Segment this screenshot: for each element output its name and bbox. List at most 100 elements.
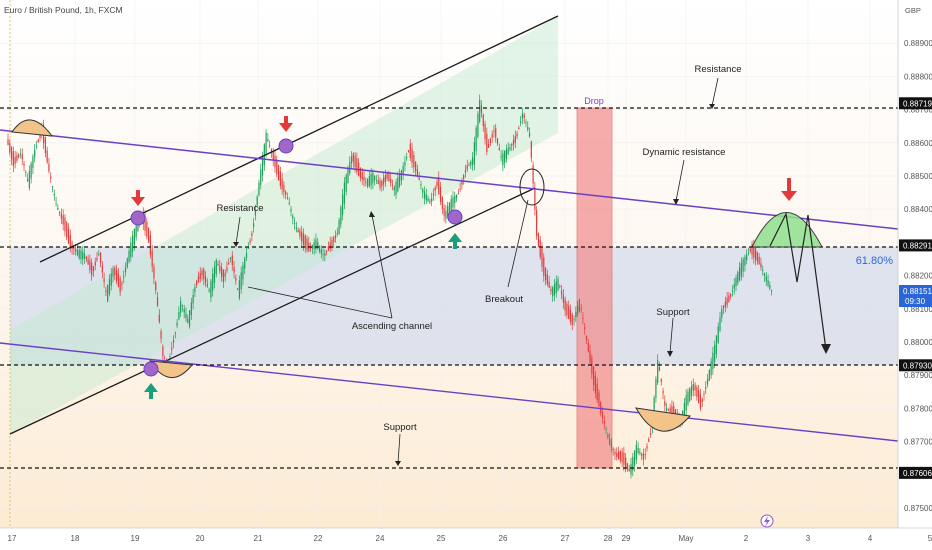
candle: [196, 279, 198, 288]
candle: [614, 448, 616, 461]
candle: [539, 235, 541, 260]
current-price-tag: [899, 285, 932, 307]
candle: [92, 265, 95, 277]
candle: [751, 240, 753, 260]
candle: [534, 181, 536, 216]
candle: [201, 267, 203, 281]
candle: [463, 173, 465, 185]
price-tick-label: 0.88400: [904, 205, 932, 214]
candle: [733, 278, 735, 295]
candle: [103, 272, 105, 288]
pointer-head: [667, 351, 673, 357]
candle: [507, 142, 509, 156]
candle: [249, 238, 251, 246]
candle: [756, 251, 758, 265]
candle: [297, 227, 299, 233]
candle: [747, 247, 750, 256]
candle: [455, 194, 458, 202]
time-tick-label: 22: [314, 534, 323, 543]
candle: [584, 322, 586, 335]
candle: [203, 267, 205, 286]
candle: [82, 245, 84, 266]
candle: [616, 447, 618, 461]
price-tick-label: 0.88500: [904, 172, 932, 181]
dynamic-support-line: [0, 342, 899, 442]
time-tick-label: 26: [499, 534, 508, 543]
candle: [575, 306, 577, 322]
candle: [229, 257, 232, 263]
candle: [64, 214, 66, 237]
candle: [253, 217, 255, 233]
candle: [439, 181, 442, 206]
candle: [397, 171, 399, 193]
candle: [699, 388, 702, 412]
candle: [237, 287, 239, 291]
candle: [706, 373, 709, 388]
candle: [34, 143, 36, 163]
candle: [221, 262, 223, 282]
candle: [7, 133, 9, 146]
candle: [306, 235, 308, 253]
candle: [190, 297, 192, 321]
candle: [434, 185, 436, 197]
candle: [76, 244, 79, 257]
candle: [591, 354, 593, 379]
level-price-label: 0.88719: [903, 99, 932, 108]
candle: [260, 163, 262, 190]
candle: [445, 204, 447, 224]
price-tick-label: 0.88100: [904, 305, 932, 314]
candle: [368, 171, 370, 188]
candle: [637, 442, 639, 455]
candle: [213, 261, 216, 289]
level-price-tag: [899, 97, 932, 110]
down-arrow-icon: [781, 178, 797, 201]
up-arrow-icon: [448, 233, 462, 249]
candle: [180, 296, 182, 317]
range-zone: [10, 247, 898, 365]
candle: [349, 156, 351, 176]
candle: [238, 275, 240, 301]
candle: [101, 261, 103, 279]
top-left-arc: [11, 119, 54, 137]
candle: [493, 124, 495, 138]
pointer-line: [371, 214, 393, 319]
candle: [210, 278, 212, 303]
candle: [66, 220, 68, 241]
candle: [621, 447, 623, 467]
candle: [425, 188, 427, 205]
candle: [530, 140, 532, 163]
candle: [290, 206, 292, 217]
candle: [242, 261, 244, 286]
candle: [518, 125, 520, 130]
time-tick-label: 20: [196, 534, 205, 543]
pointer-line: [235, 216, 241, 245]
price-tick-label: 0.88700: [904, 106, 932, 115]
candle: [479, 94, 481, 124]
candle: [646, 443, 648, 452]
candle: [560, 285, 563, 300]
candle: [762, 265, 764, 276]
candle: [532, 161, 534, 190]
candle: [715, 335, 718, 359]
candle: [658, 361, 661, 372]
candle: [174, 331, 176, 339]
candle: [231, 251, 233, 271]
candle: [498, 143, 500, 151]
candle: [582, 312, 584, 325]
level-price-tag: [899, 239, 932, 252]
candle: [626, 462, 629, 472]
lightning-icon[interactable]: [760, 514, 774, 528]
projection-path: [769, 212, 827, 351]
candle: [158, 309, 160, 324]
projection-arrowhead: [821, 344, 831, 354]
candle: [461, 177, 463, 190]
candle: [46, 146, 48, 164]
bottom-arc-2: [635, 407, 691, 432]
candle: [176, 319, 178, 329]
down-arrow-icon: [279, 116, 293, 132]
candle: [112, 265, 114, 283]
candle: [361, 167, 363, 186]
candle: [91, 258, 93, 281]
drop-zone: [576, 107, 613, 469]
